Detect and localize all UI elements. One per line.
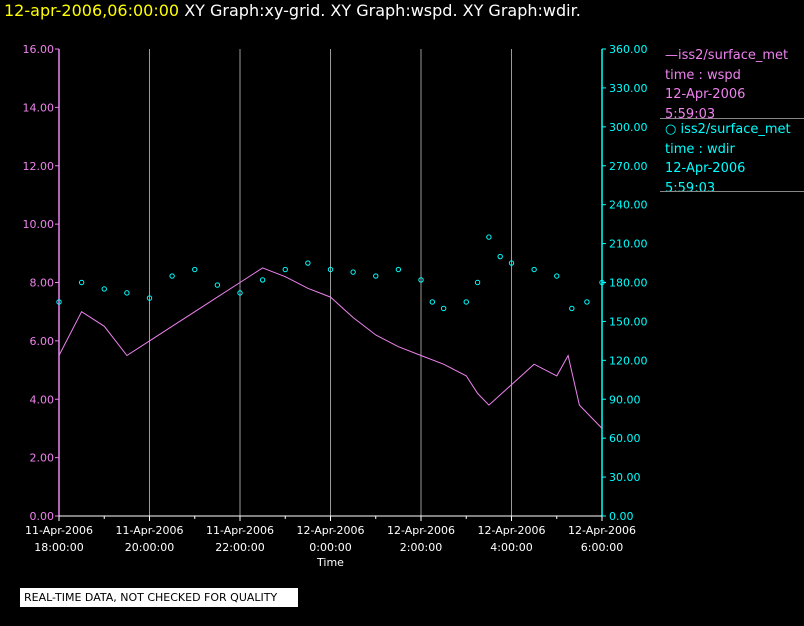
y-left-tick-label: 10.00 [23, 218, 55, 231]
series-wdir-point [373, 273, 379, 279]
quality-note: REAL-TIME DATA, NOT CHECKED FOR QUALITY [20, 588, 298, 607]
legend-wspd-variable: time : wspd [665, 67, 741, 83]
legend-separator [660, 191, 804, 192]
y-left-tick-label: 2.00 [30, 452, 55, 465]
x-tick-label-time: 20:00:00 [125, 541, 174, 554]
series-wdir-point [101, 286, 107, 292]
y-right-tick-label: 60.00 [609, 432, 641, 445]
y-right-tick-label: 300.00 [609, 121, 648, 134]
legend-wspd-line-sample: — [665, 48, 678, 63]
x-tick-label-time: 4:00:00 [490, 541, 532, 554]
x-tick-label-time: 22:00:00 [215, 541, 264, 554]
series-wdir-point [463, 299, 469, 305]
series-wdir-point [169, 273, 175, 279]
x-tick-label-time: 2:00:00 [400, 541, 442, 554]
series-wdir-point [214, 282, 221, 288]
y-right-tick-label: 270.00 [609, 160, 648, 173]
y-left-tick-label: 6.00 [30, 335, 55, 348]
x-tick-label-date: 12-Apr-2006 [477, 524, 545, 537]
legend-wspd: —iss2/surface_met time : wspd 12-Apr-200… [665, 46, 788, 124]
y-right-tick-label: 0.00 [609, 510, 634, 523]
graph-names: XY Graph:xy-grid. XY Graph:wspd. XY Grap… [184, 1, 581, 20]
y-right-tick-label: 90.00 [609, 393, 641, 406]
legend-separator [660, 118, 804, 119]
legend-wdir-time: 5:59:03 [665, 180, 716, 196]
series-wdir-point [497, 253, 503, 260]
series-wdir-point [78, 279, 85, 286]
y-right-tick-label: 120.00 [609, 354, 648, 367]
legend-wspd-time: 5:59:03 [665, 106, 716, 122]
y-right-tick-label: 210.00 [609, 238, 648, 251]
y-left-tick-label: 14.00 [23, 101, 55, 114]
legend-wspd-name: iss2/surface_met [678, 48, 789, 63]
series-wdir-point [508, 260, 515, 266]
series-wdir-point [599, 279, 605, 286]
series-wdir-point [56, 299, 62, 305]
y-right-tick-label: 150.00 [609, 315, 648, 328]
series-wdir-point [395, 266, 402, 273]
series-wdir-point [237, 290, 243, 296]
legend-wspd-date: 12-Apr-2006 [665, 87, 746, 102]
y-left-tick-label: 8.00 [30, 277, 55, 290]
series-wdir-point [569, 305, 575, 312]
x-tick-label-date: 11-Apr-2006 [115, 524, 183, 537]
x-axis-label: Time [316, 556, 344, 569]
y-right-tick-label: 360.00 [609, 43, 648, 56]
y-left-tick-label: 4.00 [30, 393, 55, 406]
series-wdir-point [554, 273, 560, 279]
y-left-tick-label: 12.00 [23, 160, 55, 173]
series-wdir-point [486, 234, 492, 240]
series-wdir-point [440, 305, 447, 312]
x-tick-label-date: 11-Apr-2006 [206, 524, 274, 537]
series-wdir-point [327, 266, 334, 273]
y-left-tick-label: 0.00 [30, 510, 55, 523]
x-tick-label-date: 12-Apr-2006 [387, 524, 455, 537]
legend-wdir-marker-sample: ○ [665, 122, 681, 137]
legend-wdir-date: 12-Apr-2006 [665, 161, 746, 176]
timestamp: 12-apr-2006,06:00:00 [4, 1, 180, 20]
series-wdir-point [146, 295, 153, 301]
series-wdir-point [531, 266, 537, 273]
title-bar: 12-apr-2006,06:00:00 XY Graph:xy-grid. X… [4, 1, 581, 20]
series-wdir-point [282, 266, 288, 273]
y-right-tick-label: 240.00 [609, 199, 648, 212]
series-wdir-point [305, 260, 311, 266]
series-wdir-point [418, 277, 424, 283]
series-wdir-point [474, 279, 481, 286]
x-tick-label-date: 12-Apr-2006 [568, 524, 636, 537]
x-tick-label-time: 0:00:00 [309, 541, 351, 554]
series-wdir-point [259, 277, 266, 283]
series-wspd-line [58, 267, 603, 429]
legend-wdir-name: iss2/surface_met [680, 122, 791, 137]
x-tick-label-date: 12-Apr-2006 [296, 524, 364, 537]
legend-wdir-variable: time : wdir [665, 141, 735, 157]
series-wdir-point [584, 299, 590, 305]
y-left-tick-label: 16.00 [23, 43, 55, 56]
y-right-tick-label: 180.00 [609, 277, 648, 290]
x-tick-label-date: 11-Apr-2006 [25, 524, 93, 537]
x-tick-label-time: 18:00:00 [34, 541, 83, 554]
series-wdir-point [124, 290, 130, 296]
y-right-tick-label: 330.00 [609, 82, 648, 95]
legend-wdir: ○ iss2/surface_met time : wdir 12-Apr-20… [665, 120, 791, 198]
series-wdir-point [192, 266, 198, 273]
series-wdir-point [429, 299, 436, 305]
y-right-tick-label: 30.00 [609, 471, 641, 484]
series-wdir-point [350, 269, 356, 275]
x-tick-label-time: 6:00:00 [581, 541, 623, 554]
